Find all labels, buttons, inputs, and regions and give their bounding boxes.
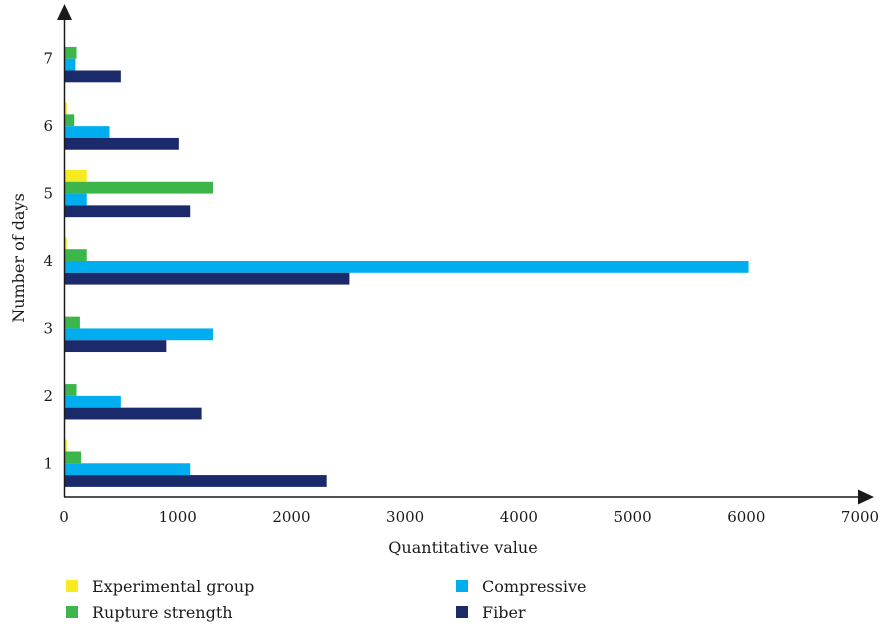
legend-item-fiber: Fiber [456, 600, 526, 624]
bar-day4-rupture-strength [64, 249, 87, 261]
legend-item-experimental-group: Experimental group [66, 574, 254, 598]
y-tick-label: 2 [43, 387, 53, 405]
x-tick-label: 4000 [500, 508, 538, 526]
bars-layer [64, 46, 749, 487]
x-axis-title: Quantitative value [388, 538, 537, 557]
legend-swatch [66, 606, 78, 618]
y-tick-label: 4 [43, 252, 53, 270]
legend-label: Fiber [482, 602, 526, 622]
legend-item-compressive: Compressive [456, 574, 586, 598]
x-tick-label: 3000 [386, 508, 424, 526]
bar-day4-experimental-group [64, 237, 67, 250]
x-tick-label: 1000 [159, 508, 197, 526]
bar-day7-fiber [64, 70, 121, 83]
bar-day3-rupture-strength [64, 316, 80, 329]
x-tick-label: 6000 [727, 508, 765, 526]
x-tick-label: 2000 [272, 508, 310, 526]
legend-label: Experimental group [92, 576, 255, 596]
legend: Experimental group Rupture strength Comp… [66, 574, 826, 626]
y-tick-label: 5 [43, 185, 53, 203]
bar-day7-compressive [64, 58, 76, 71]
bar-day6-experimental-group [64, 102, 67, 115]
bar-day7-rupture-strength [64, 46, 77, 59]
y-tick-label: 7 [43, 50, 53, 68]
bar-day5-compressive [64, 193, 87, 206]
bar-day6-compressive [64, 126, 110, 138]
bar-day1-experimental-group [64, 439, 67, 452]
legend-swatch [456, 606, 468, 618]
y-tick-label: 6 [43, 117, 53, 135]
y-tick-label: 3 [43, 319, 53, 337]
bar-day4-compressive [64, 261, 749, 273]
bar-day1-compressive [64, 463, 191, 476]
x-tick-labels: 0 1000 2000 3000 4000 5000 6000 7000 [59, 508, 879, 526]
legend-swatch [456, 580, 468, 592]
bar-day2-fiber [64, 407, 202, 420]
x-tick-label: 5000 [613, 508, 651, 526]
legend-item-rupture-strength: Rupture strength [66, 600, 233, 624]
y-tick-label: 1 [43, 454, 53, 472]
y-axis-title: Number of days [9, 193, 28, 323]
y-axis-arrow [57, 4, 72, 20]
legend-label: Rupture strength [92, 602, 233, 622]
bar-day5-fiber [64, 205, 191, 218]
x-tick-label: 7000 [841, 508, 879, 526]
bar-day6-rupture-strength [64, 114, 75, 127]
bar-day5-experimental-group [64, 169, 87, 182]
bar-day1-rupture-strength [64, 451, 82, 464]
bar-day4-fiber [64, 272, 350, 285]
chart: 0 1000 2000 3000 4000 5000 6000 7000 1 2 3 4 5 6 7 Qu… [9, 4, 879, 557]
bar-day3-compressive [64, 328, 213, 341]
bar-day1-fiber [64, 475, 327, 487]
bar-day3-fiber [64, 340, 167, 353]
legend-swatch [66, 580, 78, 592]
bar-day2-rupture-strength [64, 384, 77, 396]
x-axis-arrow [858, 489, 874, 505]
y-tick-labels: 1 2 3 4 5 6 7 [43, 50, 53, 473]
bar-day6-fiber [64, 137, 179, 150]
x-tick-label: 0 [59, 508, 69, 526]
bar-day5-rupture-strength [64, 181, 213, 194]
legend-label: Compressive [482, 576, 587, 596]
bar-day2-compressive [64, 395, 121, 408]
